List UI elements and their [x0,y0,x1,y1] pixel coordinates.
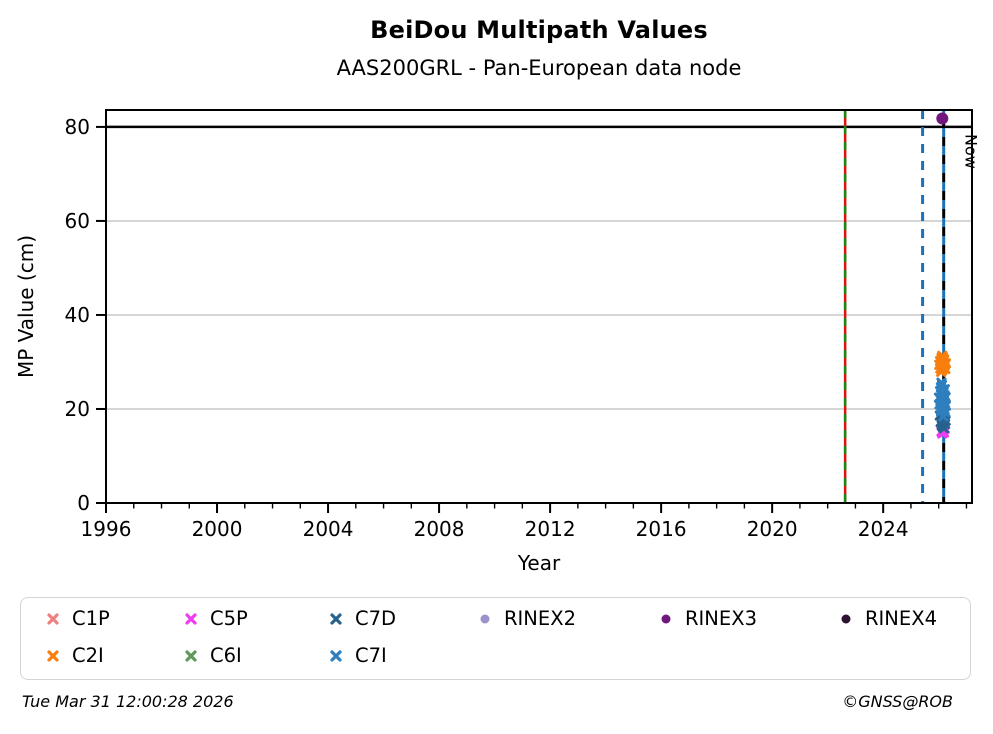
legend-label-C5P: C5P [210,607,248,630]
legend-item-C6I: C6I [184,643,242,669]
x-marker-icon [185,650,197,662]
y-tick-label: 0 [77,491,90,515]
point-C7I [940,400,952,411]
x-tick-label: 2004 [303,517,354,541]
y-tick-label: 60 [65,209,90,233]
x-tick-label: 2008 [414,517,465,541]
x-tick-label: 2016 [636,517,687,541]
legend-item-C7I: C7I [329,643,387,669]
legend-label-C7I: C7I [355,644,387,667]
x-tick-label: 1996 [81,517,132,541]
legend-item-RINEX3: RINEX3 [659,606,757,632]
legend-item-C2I: C2I [46,643,104,669]
legend-label-C1P: C1P [72,607,110,630]
y-tick-label: 40 [65,303,90,327]
plot-area: 1996 2000 2004 2008 2012 2016 2020 2024 0 20 40 60 8… [14,109,981,575]
circle-marker-icon [841,614,851,624]
x-marker-icon [47,650,59,662]
legend-item-C7D: C7D [329,606,396,632]
legend-label-C2I: C2I [72,644,104,667]
point-RINEX3 [936,112,949,125]
timestamp-text: Tue Mar 31 12:00:28 2026 [22,692,234,711]
legend-label-RINEX2: RINEX2 [504,607,576,630]
circle-marker-icon [480,614,490,624]
legend-item-C5P: C5P [184,606,248,632]
series-C2I [934,350,952,377]
chart-subtitle: AAS200GRL - Pan-European data node [336,56,742,80]
now-label: Now [962,134,981,169]
x-tick-label: 2020 [747,517,798,541]
legend-label-RINEX3: RINEX3 [685,607,757,630]
x-tick-label: 2012 [525,517,576,541]
circle-marker-icon [661,614,671,624]
legend: C1P C5P C7D RINEX2 RINEX3 RINEX4 C2I C6I C7I [20,597,971,680]
x-axis-label: Year [517,551,561,575]
legend-label-C7D: C7D [355,607,397,630]
y-axis-label: MP Value (cm) [14,235,38,378]
y-tick-label: 20 [65,397,90,421]
legend-label-RINEX4: RINEX4 [865,607,937,630]
x-tick-label: 2024 [858,517,909,541]
legend-item-RINEX2: RINEX2 [478,606,576,632]
legend-label-C6I: C6I [210,644,242,667]
series-RINEX3 [936,112,949,125]
legend-item-C1P: C1P [46,606,110,632]
point-C7I [939,384,950,395]
y-tick-label: 80 [65,115,90,139]
x-marker-icon [185,613,197,625]
point-C2I [940,358,952,369]
x-marker-icon [47,613,59,625]
plot-frame [105,109,973,504]
x-marker-icon [330,613,342,625]
x-marker-icon [330,650,342,662]
copyright-text: ©GNSS@ROB [842,692,953,711]
x-tick-label: 2000 [192,517,243,541]
series-C7I [933,377,952,422]
point-C7I [940,392,951,403]
chart-title: BeiDou Multipath Values [370,16,708,44]
legend-item-RINEX4: RINEX4 [839,606,937,632]
